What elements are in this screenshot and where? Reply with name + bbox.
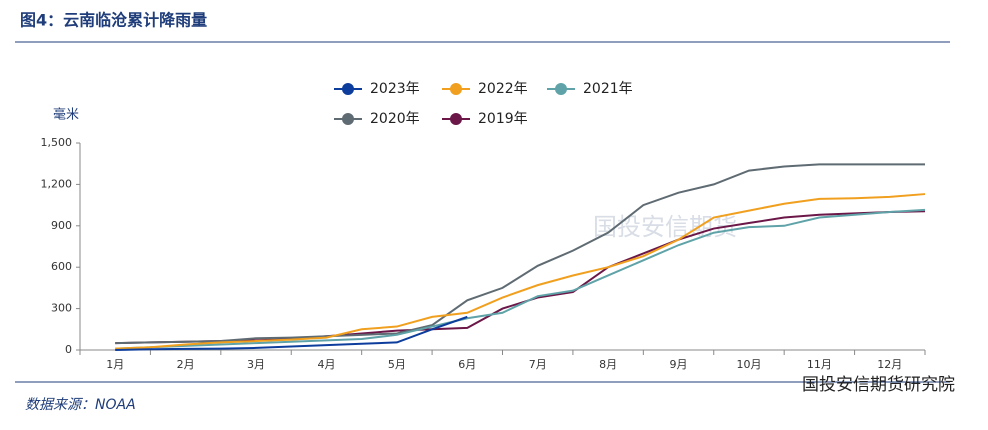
- legend-label: 2019年: [478, 111, 528, 127]
- series-line: [115, 163, 925, 345]
- x-tick-label: 12月: [877, 358, 902, 371]
- legend-marker: [342, 83, 354, 95]
- x-tick-label: 5月: [388, 358, 406, 371]
- x-tick-label: 11月: [807, 358, 832, 371]
- x-tick-label: 3月: [247, 358, 265, 371]
- x-tick-label: 9月: [670, 358, 688, 371]
- source: 数据来源：NOAA: [25, 397, 136, 413]
- brand: 国投安信期货研究院: [802, 375, 955, 395]
- legend-label: 2020年: [370, 111, 420, 127]
- legend-label: 2022年: [478, 81, 528, 97]
- y-tick-label: 300: [51, 302, 72, 315]
- y-tick-label: 900: [51, 219, 72, 232]
- x-tick-label: 8月: [599, 358, 617, 371]
- series-line: [115, 315, 468, 351]
- x-tick-label: 1月: [106, 358, 124, 371]
- legend-marker: [555, 83, 567, 95]
- legend-label: 2021年: [583, 81, 633, 97]
- y-tick-label: 0: [65, 343, 72, 356]
- x-tick-label: 4月: [317, 358, 335, 371]
- chart-title: 图4：云南临沧累计降雨量: [20, 11, 207, 30]
- x-tick-label: 2月: [177, 358, 195, 371]
- legend-label: 2023年: [370, 81, 420, 97]
- y-tick-label: 600: [51, 260, 72, 273]
- series-line: [115, 208, 926, 350]
- series-line: [115, 193, 926, 350]
- x-tick-label: 7月: [529, 358, 547, 371]
- legend-marker: [450, 83, 462, 95]
- legend-marker: [342, 113, 354, 125]
- y-tick-label: 1,200: [41, 177, 73, 190]
- legend-marker: [450, 113, 462, 125]
- x-tick-label: 10月: [736, 358, 761, 371]
- y-axis-label: 毫米: [53, 107, 79, 123]
- y-tick-label: 1,500: [41, 136, 73, 149]
- x-tick-label: 6月: [458, 358, 476, 371]
